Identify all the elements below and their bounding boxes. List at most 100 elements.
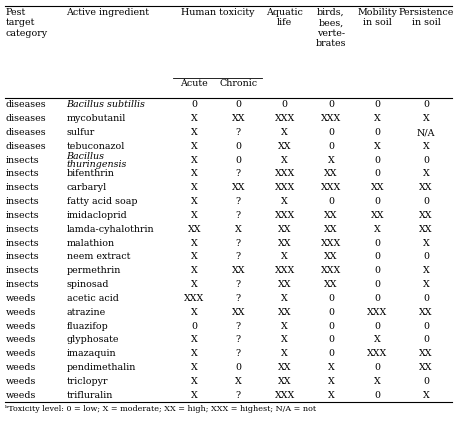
Text: X: X: [191, 114, 197, 123]
Text: 0: 0: [236, 155, 242, 165]
Text: sulfur: sulfur: [67, 128, 95, 137]
Text: 0: 0: [328, 335, 334, 344]
Text: XXX: XXX: [367, 349, 387, 358]
Text: X: X: [423, 391, 429, 400]
Text: X: X: [191, 183, 197, 192]
Text: X: X: [423, 239, 429, 248]
Text: 0: 0: [423, 155, 429, 165]
Text: weeds: weeds: [6, 322, 36, 331]
Text: X: X: [191, 239, 197, 248]
Text: 0: 0: [374, 294, 380, 303]
Text: X: X: [191, 197, 197, 206]
Text: X: X: [281, 349, 288, 358]
Text: Acute: Acute: [180, 79, 208, 88]
Text: XX: XX: [278, 308, 291, 317]
Text: 0: 0: [328, 322, 334, 331]
Text: 0: 0: [423, 294, 429, 303]
Text: 0: 0: [374, 280, 380, 289]
Text: X: X: [191, 211, 197, 220]
Text: X: X: [374, 225, 380, 234]
Text: XX: XX: [232, 183, 245, 192]
Text: mycobutanil: mycobutanil: [67, 114, 126, 123]
Text: neem extract: neem extract: [67, 253, 130, 262]
Text: Bacillus subtillis: Bacillus subtillis: [67, 101, 145, 109]
Text: XXX: XXX: [321, 114, 341, 123]
Text: X: X: [374, 142, 380, 151]
Text: 0: 0: [423, 335, 429, 344]
Text: XXX: XXX: [321, 183, 341, 192]
Text: thuringensis: thuringensis: [67, 160, 127, 169]
Text: ?: ?: [236, 253, 241, 262]
Text: birds,
bees,
verte-
brates: birds, bees, verte- brates: [316, 8, 346, 48]
Text: X: X: [191, 266, 197, 275]
Text: XX: XX: [419, 183, 433, 192]
Text: X: X: [281, 128, 288, 137]
Text: 0: 0: [423, 253, 429, 262]
Text: Chronic: Chronic: [219, 79, 257, 88]
Text: imidacloprid: imidacloprid: [67, 211, 127, 220]
Text: XXX: XXX: [367, 308, 387, 317]
Text: Bacillus: Bacillus: [67, 152, 104, 161]
Text: X: X: [191, 349, 197, 358]
Text: XX: XX: [232, 308, 245, 317]
Text: X: X: [328, 155, 334, 165]
Text: X: X: [423, 114, 429, 123]
Text: X: X: [328, 391, 334, 400]
Text: atrazine: atrazine: [67, 308, 106, 317]
Text: weeds: weeds: [6, 377, 36, 386]
Text: ?: ?: [236, 391, 241, 400]
Text: N/A: N/A: [417, 128, 435, 137]
Text: 0: 0: [423, 197, 429, 206]
Text: X: X: [374, 377, 380, 386]
Text: insects: insects: [6, 197, 39, 206]
Text: XX: XX: [419, 363, 433, 372]
Text: XXX: XXX: [321, 266, 341, 275]
Text: XX: XX: [419, 308, 433, 317]
Text: X: X: [423, 280, 429, 289]
Text: pendimethalin: pendimethalin: [67, 363, 136, 372]
Text: 0: 0: [374, 363, 380, 372]
Text: insects: insects: [6, 280, 39, 289]
Text: ?: ?: [236, 335, 241, 344]
Text: lamda-cyhalothrin: lamda-cyhalothrin: [67, 225, 154, 234]
Text: XX: XX: [370, 211, 384, 220]
Text: 0: 0: [423, 322, 429, 331]
Text: 0: 0: [236, 142, 242, 151]
Text: XX: XX: [419, 349, 433, 358]
Text: X: X: [191, 280, 197, 289]
Text: XXX: XXX: [275, 170, 295, 178]
Text: 0: 0: [191, 322, 197, 331]
Text: ?: ?: [236, 128, 241, 137]
Text: 0: 0: [281, 101, 288, 109]
Text: diseases: diseases: [6, 101, 46, 109]
Text: XX: XX: [419, 225, 433, 234]
Text: ?: ?: [236, 211, 241, 220]
Text: 0: 0: [423, 101, 429, 109]
Text: X: X: [191, 377, 197, 386]
Text: ?: ?: [236, 322, 241, 331]
Text: glyphosate: glyphosate: [67, 335, 119, 344]
Text: XX: XX: [370, 183, 384, 192]
Text: weeds: weeds: [6, 363, 36, 372]
Text: X: X: [374, 335, 380, 344]
Text: X: X: [235, 225, 242, 234]
Text: Mobility
in soil: Mobility in soil: [357, 8, 397, 28]
Text: XXX: XXX: [275, 211, 295, 220]
Text: 0: 0: [374, 322, 380, 331]
Text: insects: insects: [6, 183, 39, 192]
Text: ?: ?: [236, 239, 241, 248]
Text: XXX: XXX: [184, 294, 204, 303]
Text: 0: 0: [328, 128, 334, 137]
Text: 0: 0: [374, 239, 380, 248]
Text: XX: XX: [278, 225, 291, 234]
Text: 0: 0: [328, 349, 334, 358]
Text: XX: XX: [324, 170, 338, 178]
Text: ?: ?: [236, 197, 241, 206]
Text: 0: 0: [328, 142, 334, 151]
Text: bifenthrin: bifenthrin: [67, 170, 114, 178]
Text: ?: ?: [236, 170, 241, 178]
Text: weeds: weeds: [6, 349, 36, 358]
Text: diseases: diseases: [6, 128, 46, 137]
Text: XX: XX: [232, 266, 245, 275]
Text: XXX: XXX: [275, 114, 295, 123]
